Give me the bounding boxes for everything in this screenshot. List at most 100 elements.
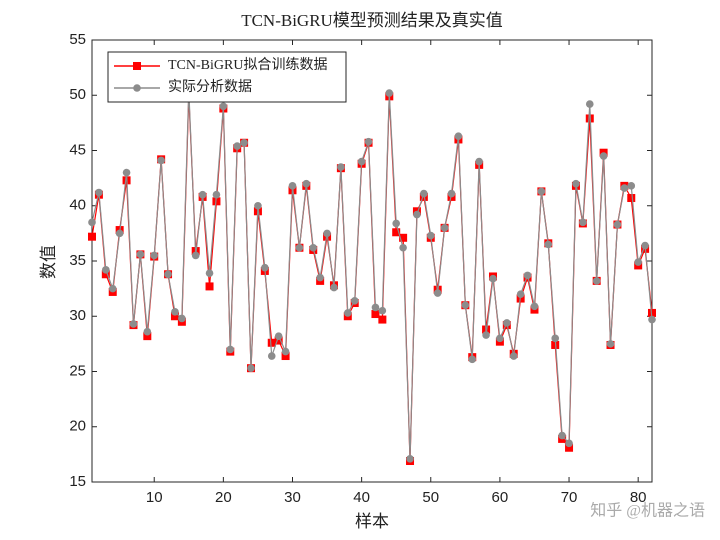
- data-point: [426, 231, 435, 240]
- data-point: [198, 190, 207, 199]
- data-point: [143, 327, 152, 336]
- data-point: [102, 266, 110, 274]
- data-point: [378, 306, 387, 315]
- y-tick-label: 25: [69, 362, 86, 379]
- data-point: [219, 102, 228, 111]
- data-point: [537, 187, 546, 196]
- data-point: [385, 89, 394, 97]
- x-tick-label: 10: [146, 489, 163, 506]
- data-point: [115, 229, 124, 238]
- data-point: [447, 189, 456, 198]
- data-point: [378, 315, 387, 324]
- data-point: [191, 251, 200, 260]
- legend-marker: [133, 62, 141, 70]
- data-point: [302, 179, 311, 188]
- data-point: [288, 182, 297, 190]
- data-point: [316, 273, 324, 282]
- data-point: [516, 290, 525, 298]
- data-point: [620, 184, 629, 192]
- data-point: [606, 340, 615, 348]
- data-point: [420, 189, 428, 198]
- data-point: [129, 320, 138, 328]
- data-point: [627, 182, 636, 190]
- watermark: 知乎 @机器之语: [590, 502, 705, 520]
- data-point: [212, 190, 221, 199]
- data-point: [371, 310, 380, 319]
- series-line: [91, 89, 653, 459]
- data-point: [150, 251, 159, 260]
- data-point: [295, 243, 304, 252]
- data-point: [634, 258, 642, 266]
- y-tick-label: 50: [69, 86, 86, 103]
- data-point: [88, 232, 96, 241]
- data-point: [433, 289, 442, 297]
- data-point: [309, 243, 318, 252]
- data-point: [178, 314, 186, 323]
- y-axis-label: 数值: [39, 245, 58, 279]
- data-point: [205, 282, 214, 291]
- data-point: [344, 309, 352, 317]
- data-point: [406, 454, 414, 463]
- data-point: [399, 233, 408, 242]
- data-point: [454, 132, 463, 140]
- data-point: [648, 315, 656, 324]
- data-point: [544, 240, 553, 249]
- data-point: [95, 188, 103, 197]
- legend-box: [107, 51, 347, 103]
- data-point: [613, 220, 622, 229]
- data-point: [122, 168, 131, 177]
- x-tick-label: 40: [353, 489, 370, 506]
- data-point: [496, 334, 504, 343]
- data-point: [247, 364, 255, 372]
- data-point: [164, 270, 172, 279]
- data-point: [413, 210, 421, 219]
- data-point: [530, 302, 539, 311]
- data-point: [572, 179, 580, 188]
- data-point: [136, 250, 145, 259]
- data-point: [489, 274, 497, 283]
- x-tick-label: 20: [215, 489, 232, 506]
- data-point: [503, 319, 511, 327]
- data-point: [267, 338, 276, 347]
- legend-label: TCN-BiGRU拟合训练数据: [168, 57, 327, 73]
- data-point: [281, 347, 290, 356]
- data-point: [627, 194, 636, 203]
- data-point: [579, 218, 587, 227]
- data-point: [440, 224, 449, 232]
- x-tick-label: 50: [422, 489, 439, 506]
- data-point: [371, 303, 380, 312]
- data-point: [171, 308, 179, 316]
- x-axis-label: 样本: [355, 512, 389, 531]
- data-point: [143, 332, 152, 341]
- data-point: [261, 263, 269, 272]
- data-point: [240, 138, 248, 147]
- data-point: [592, 277, 601, 285]
- data-point: [461, 301, 470, 310]
- data-point: [475, 157, 483, 166]
- legend-label: 实际分析数据: [168, 79, 252, 95]
- data-point: [281, 352, 290, 361]
- data-point: [170, 312, 179, 321]
- data-point: [205, 269, 214, 277]
- data-point: [399, 243, 407, 252]
- data-point: [101, 270, 110, 279]
- data-point: [482, 331, 490, 339]
- y-tick-label: 35: [69, 252, 86, 269]
- data-point: [357, 157, 366, 166]
- data-point: [226, 345, 235, 354]
- y-tick-label: 55: [69, 31, 86, 48]
- data-point: [88, 218, 96, 227]
- data-point: [108, 284, 117, 293]
- data-point: [337, 163, 345, 171]
- data-point: [392, 228, 401, 237]
- data-point: [565, 443, 574, 452]
- data-point: [233, 142, 241, 150]
- data-point: [551, 334, 560, 343]
- data-point: [523, 271, 532, 280]
- data-point: [648, 308, 656, 317]
- legend-marker: [133, 84, 141, 92]
- data-point: [599, 152, 608, 160]
- data-point: [330, 283, 338, 292]
- data-point: [558, 431, 566, 440]
